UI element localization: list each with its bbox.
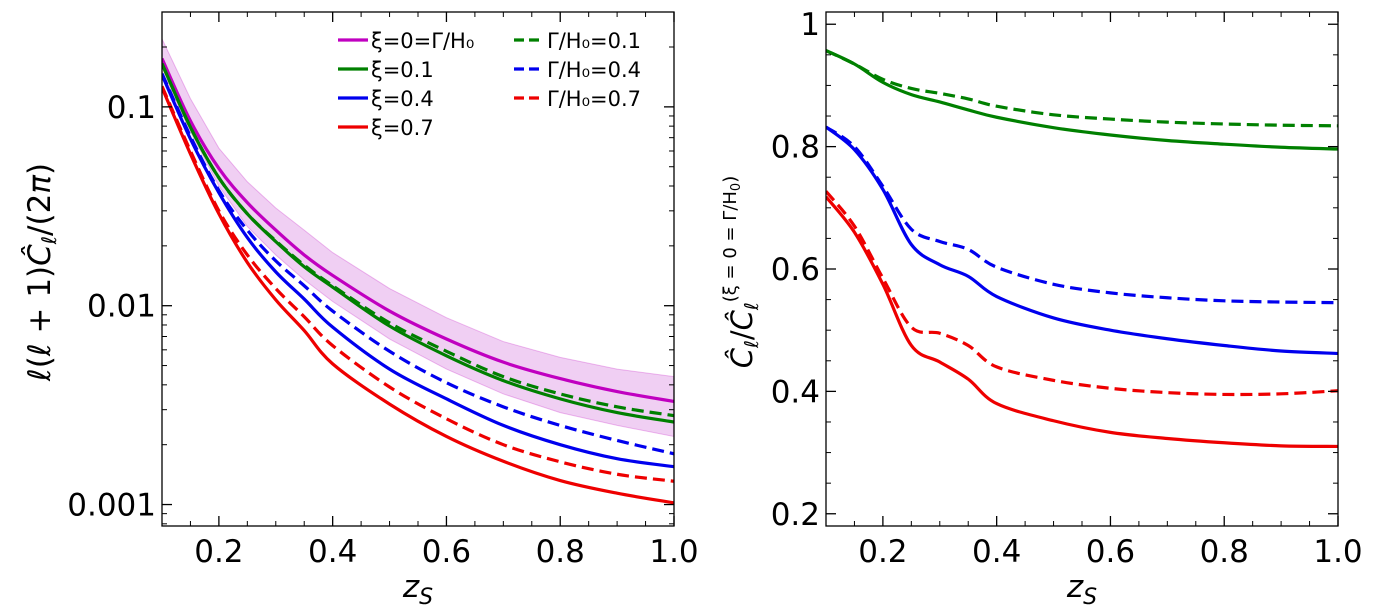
right-series--0-1-solid <box>826 49 1338 151</box>
right-panel: 0.2 0.4 0.6 0.8 1.0 0.2 0.4 0.6 0.8 1 zS Ĉℓ/Ĉℓ(ξ … <box>720 7 1363 610</box>
right-x-tick-label: 0.8 <box>1200 534 1249 570</box>
left-series--h-0-7-dashed <box>162 85 674 483</box>
left-uncertainty-band <box>162 38 674 437</box>
left-x-axis-label: zS <box>402 569 433 610</box>
left-y-tick-label: 0.1 <box>107 90 156 126</box>
right-series--h-0-7-dashed <box>826 190 1338 397</box>
right-y-tick-label: 0.6 <box>771 252 820 288</box>
left-series--h-0-4-dashed <box>162 72 674 456</box>
right-y-axis-label: Ĉℓ/Ĉℓ(ξ = 0 = Γ/H0) <box>720 176 763 369</box>
right-y-tick-label: 0.8 <box>771 130 820 166</box>
left-x-tick-label: 0.8 <box>536 534 585 570</box>
legend-label--h-0-1: Γ/H₀=0.1 <box>547 29 641 53</box>
legend-label--0-7: ξ=0.7 <box>371 116 434 140</box>
right-x-axis-label: zS <box>1066 569 1097 610</box>
right-series--h-0-1-dashed <box>826 49 1338 128</box>
legend-label--h-0-4: Γ/H₀=0.4 <box>547 58 641 82</box>
left-y-tick-label: 0.001 <box>67 488 156 524</box>
right-series--0-7-solid <box>826 195 1338 449</box>
left-series--h-0-1-dashed <box>162 62 674 418</box>
left-y-axis-label: ℓ(ℓ + 1)Ĉℓ/(2π) <box>21 163 61 382</box>
right-axes-frame <box>825 11 1339 527</box>
right-x-tick-label: 0.2 <box>858 534 907 570</box>
right-x-tick-label: 1.0 <box>1313 534 1362 570</box>
left-series--0-h--solid <box>162 57 674 404</box>
left-x-tick-label: 0.2 <box>194 534 243 570</box>
left-y-tick-label: 0.01 <box>87 289 156 325</box>
left-panel: 0.2 0.4 0.6 0.8 1.0 0.001 0.01 0.1 ξ=0=Γ/H₀ ξ=0.… <box>21 11 699 610</box>
left-x-tick-label: 1.0 <box>649 534 698 570</box>
legend: ξ=0=Γ/H₀ ξ=0.1 ξ=0.4 ξ=0.7 Γ/H₀=0.1 Γ/H₀=0.4 Γ… <box>338 29 641 140</box>
left-x-tick-label: 0.4 <box>308 534 357 570</box>
legend-label--0-1: ξ=0.1 <box>371 58 434 82</box>
right-y-tick-label: 0.2 <box>771 497 820 533</box>
right-y-tick-label: 0.4 <box>771 374 820 410</box>
right-x-tick-label: 0.4 <box>972 534 1021 570</box>
right-y-tick-label: 1 <box>800 7 820 43</box>
right-series--0-4-solid <box>826 125 1338 356</box>
legend-label--0-4: ξ=0.4 <box>371 87 434 111</box>
right-series--h-0-4-dashed <box>826 125 1338 305</box>
right-x-tick-label: 0.6 <box>1086 534 1135 570</box>
left-series--0-7-solid <box>162 86 674 505</box>
legend-label--h-0-7: Γ/H₀=0.7 <box>547 87 641 111</box>
left-x-tick-label: 0.6 <box>422 534 471 570</box>
legend-label--0-h-: ξ=0=Γ/H₀ <box>371 29 474 53</box>
